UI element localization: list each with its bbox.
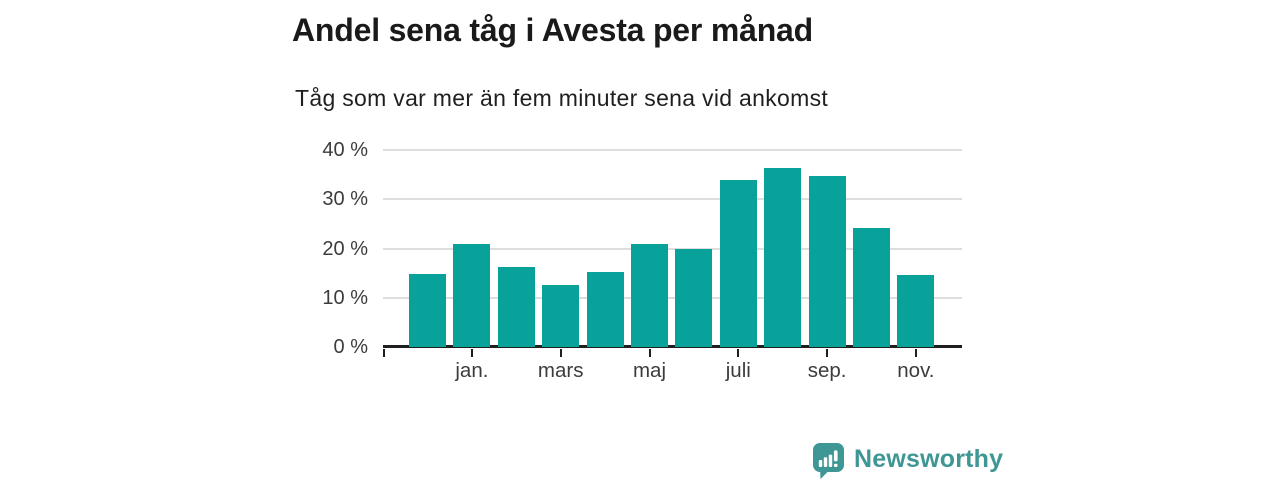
bar-dec. <box>409 274 446 347</box>
bar-juli <box>719 179 757 347</box>
x-axis-label-maj: maj <box>632 359 667 382</box>
logo-bar-2 <box>823 457 828 467</box>
x-tick-jan <box>470 349 473 357</box>
x-axis-line <box>383 345 962 348</box>
bar-feb. <box>497 266 535 347</box>
speech-bubble-shape <box>813 443 844 479</box>
bar-nov. <box>897 275 935 347</box>
chart-subtitle: Tåg som var mer än fem minuter sena vid … <box>295 85 829 111</box>
bar-jan. <box>453 243 491 347</box>
chart-title: Andel sena tåg i Avesta per månad <box>292 12 813 48</box>
y-axis-label-30: 30 % <box>322 188 368 211</box>
bar-apr. <box>586 271 624 347</box>
gridline-20 <box>383 247 962 250</box>
plot-area <box>383 149 962 357</box>
x-tick-maj <box>648 349 651 357</box>
bar-juni <box>675 248 713 347</box>
y-axis-label-20: 20 % <box>322 237 368 260</box>
x-tick-nov <box>914 349 917 357</box>
bar-maj <box>631 244 668 347</box>
x-axis-label-mars: mars <box>537 359 584 382</box>
x-axis-label-jan: jan. <box>455 359 489 382</box>
brand-name: Newsworthy <box>854 445 1004 473</box>
newsworthy-logo-icon <box>813 443 844 479</box>
logo-bar-3 <box>828 454 833 467</box>
gridline-30 <box>383 198 962 201</box>
x-tick-sep <box>826 349 829 357</box>
logo-exclamation-stem <box>833 450 838 462</box>
bar-okt. <box>853 228 890 347</box>
y-axis-label-40: 40 % <box>322 139 368 161</box>
y-axis-label-10: 10 % <box>322 286 368 309</box>
x-axis-label-sep: sep. <box>807 359 847 382</box>
bar-mars <box>542 284 580 347</box>
x-axis-label-nov: nov. <box>897 359 935 382</box>
x-tick-mars <box>559 349 562 357</box>
bar-aug. <box>764 168 802 347</box>
y-axis-label-0: 0 % <box>333 336 368 358</box>
logo-bar-1 <box>818 460 823 467</box>
gridline-40 <box>383 149 962 151</box>
axis-start-tick <box>383 349 385 357</box>
x-tick-juli <box>737 349 740 357</box>
x-axis-label-juli: juli <box>725 359 751 382</box>
bar-sep. <box>808 175 846 347</box>
logo-exclamation-dot <box>833 463 838 467</box>
brand-footer: Newsworthy <box>813 443 1003 479</box>
gridline-10 <box>383 296 962 299</box>
